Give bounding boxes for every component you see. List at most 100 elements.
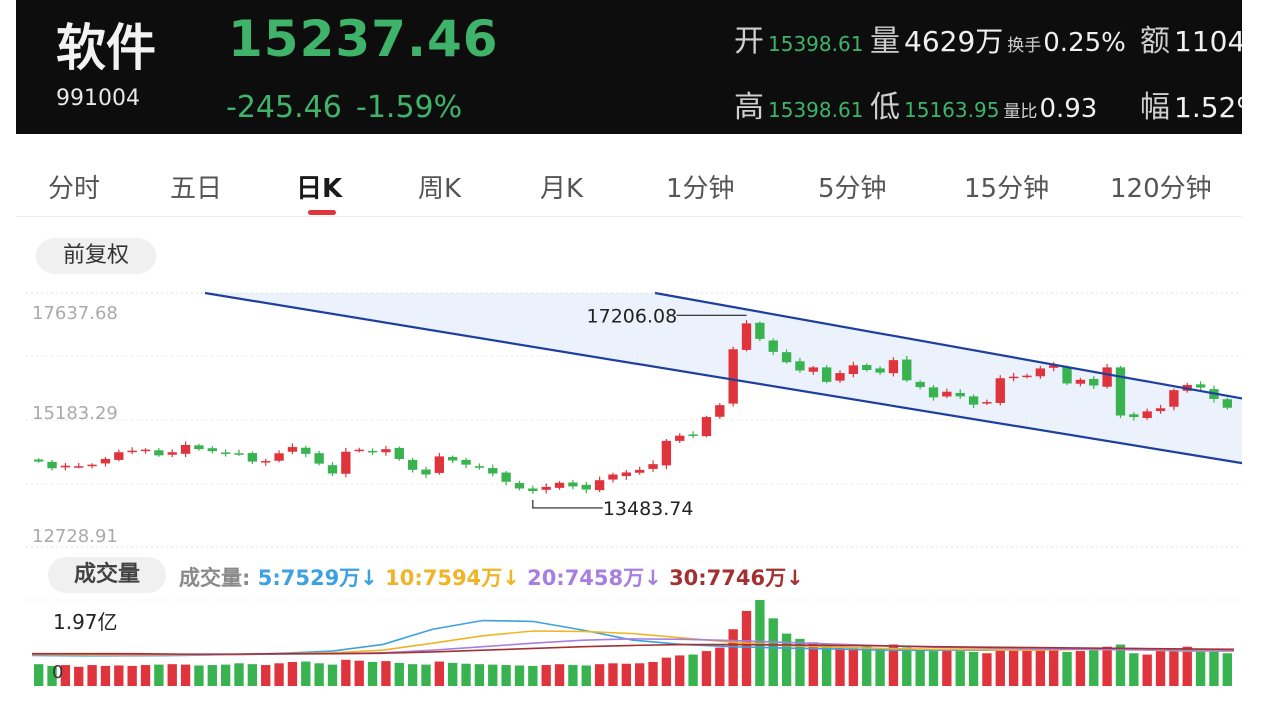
volume-max-label: 1.97亿	[53, 610, 118, 634]
volume-bar	[795, 638, 805, 686]
volume-bar	[875, 648, 885, 686]
low-label: 低	[870, 90, 900, 125]
volume-legend: 成交量: 5:7529万↓ 10:7594万↓ 20:7458万↓ 30:774…	[179, 562, 804, 592]
volume-bar	[768, 618, 778, 686]
volume-bar	[354, 660, 364, 686]
tab-daily-k[interactable]: 日K	[296, 174, 343, 204]
tab-weekly-k[interactable]: 周K	[418, 174, 462, 204]
volume-bar	[461, 663, 471, 686]
vol-ratio-value: 0.93	[1039, 94, 1098, 124]
high-value: 15398.61	[768, 98, 864, 122]
open-stat: 开 15398.61	[734, 16, 863, 60]
candle-body	[968, 396, 979, 405]
candle-body	[888, 360, 899, 374]
candle-body	[781, 352, 792, 363]
volume-bar	[928, 651, 939, 686]
legend-ma30: 30:7746万↓	[669, 566, 804, 590]
volume-bar	[220, 664, 231, 686]
candle-body	[1169, 390, 1179, 407]
right-edge	[1242, 0, 1278, 718]
tab-5min[interactable]: 5分钟	[818, 174, 887, 204]
tab-1min[interactable]: 1分钟	[666, 174, 735, 204]
volume-bar	[648, 661, 658, 686]
volume-bar	[1075, 651, 1086, 686]
tab-120min[interactable]: 120分钟	[1110, 174, 1212, 204]
volume-bar	[234, 663, 244, 686]
volume-bar	[902, 647, 912, 686]
volume-bar	[394, 662, 404, 686]
volume-legend-label: 成交量:	[179, 566, 251, 590]
legend-ma20: 20:7458万↓	[527, 566, 662, 590]
candle-body	[407, 459, 418, 470]
volume-bar	[915, 648, 925, 686]
candle-body	[1075, 379, 1086, 384]
volume-bar	[87, 665, 97, 686]
tab-monthly-k[interactable]: 月K	[540, 174, 584, 204]
volume-bar	[488, 664, 498, 686]
volume-bar	[1155, 651, 1166, 686]
volume-bar	[528, 665, 538, 686]
candle-body	[180, 445, 191, 454]
candle-body	[314, 453, 324, 464]
candle-body	[261, 461, 271, 463]
volume-bar	[274, 663, 284, 686]
volume-bar	[127, 665, 137, 686]
volume-bar	[888, 644, 899, 686]
candle-body	[474, 466, 485, 468]
volume-bar	[688, 654, 698, 686]
candle-body	[661, 440, 672, 466]
candle-body	[327, 465, 338, 474]
candle-body	[461, 459, 471, 465]
volume-indicator-button[interactable]: 成交量	[48, 557, 166, 593]
candle-body	[167, 452, 177, 455]
candle-body	[140, 449, 151, 452]
tab-intraday[interactable]: 分时	[48, 174, 101, 204]
candle-body	[621, 472, 631, 477]
volume-bar	[74, 666, 84, 686]
volume-bar	[47, 665, 57, 686]
adjust-button[interactable]: 前复权	[36, 238, 156, 274]
candle-body	[835, 373, 845, 381]
volume-bar	[808, 642, 818, 686]
candle-body	[421, 469, 431, 475]
low-stat: 低 15163.95 量比0.93	[870, 82, 1097, 126]
candle-body	[207, 448, 217, 452]
high-annotation: 17206.08	[587, 305, 678, 327]
candle-body	[1008, 376, 1019, 379]
candle-body	[367, 450, 378, 453]
volume-label: 量	[870, 24, 900, 59]
candle-body	[394, 447, 404, 459]
candle-body	[287, 447, 298, 452]
tab-15min[interactable]: 15分钟	[964, 174, 1050, 204]
candle-body	[100, 458, 111, 464]
amplitude-stat: 幅1.52%	[1140, 82, 1242, 126]
candle-body	[528, 488, 538, 492]
volume-bar	[434, 661, 445, 686]
volume-bar	[982, 653, 992, 686]
amount-stat: 额 1104	[1140, 16, 1242, 60]
amount-value: 1104	[1174, 25, 1242, 58]
volume-bar	[835, 646, 845, 686]
volume-bar	[247, 664, 258, 686]
candle-body	[875, 368, 885, 373]
candle-body	[928, 387, 939, 398]
volume-bar	[1209, 651, 1219, 686]
candle-body	[995, 378, 1005, 403]
tab-five-day[interactable]: 五日	[170, 174, 223, 204]
y-axis-label-mid: 15183.29	[32, 403, 118, 424]
amount-label: 额	[1140, 24, 1170, 59]
volume-bar	[514, 665, 525, 686]
candle-body	[1129, 414, 1139, 418]
turnover-value: 0.25%	[1043, 28, 1126, 58]
candle-body	[821, 367, 832, 382]
volume-bar	[34, 664, 44, 686]
candle-body	[434, 456, 445, 473]
candle-body	[728, 349, 738, 404]
stock-code: 991004	[56, 86, 140, 111]
low-value: 15163.95	[904, 98, 1000, 122]
volume-bar	[1035, 650, 1046, 686]
low-annotation: 13483.74	[603, 498, 694, 520]
candle-body	[381, 449, 391, 453]
candle-body	[87, 464, 97, 467]
